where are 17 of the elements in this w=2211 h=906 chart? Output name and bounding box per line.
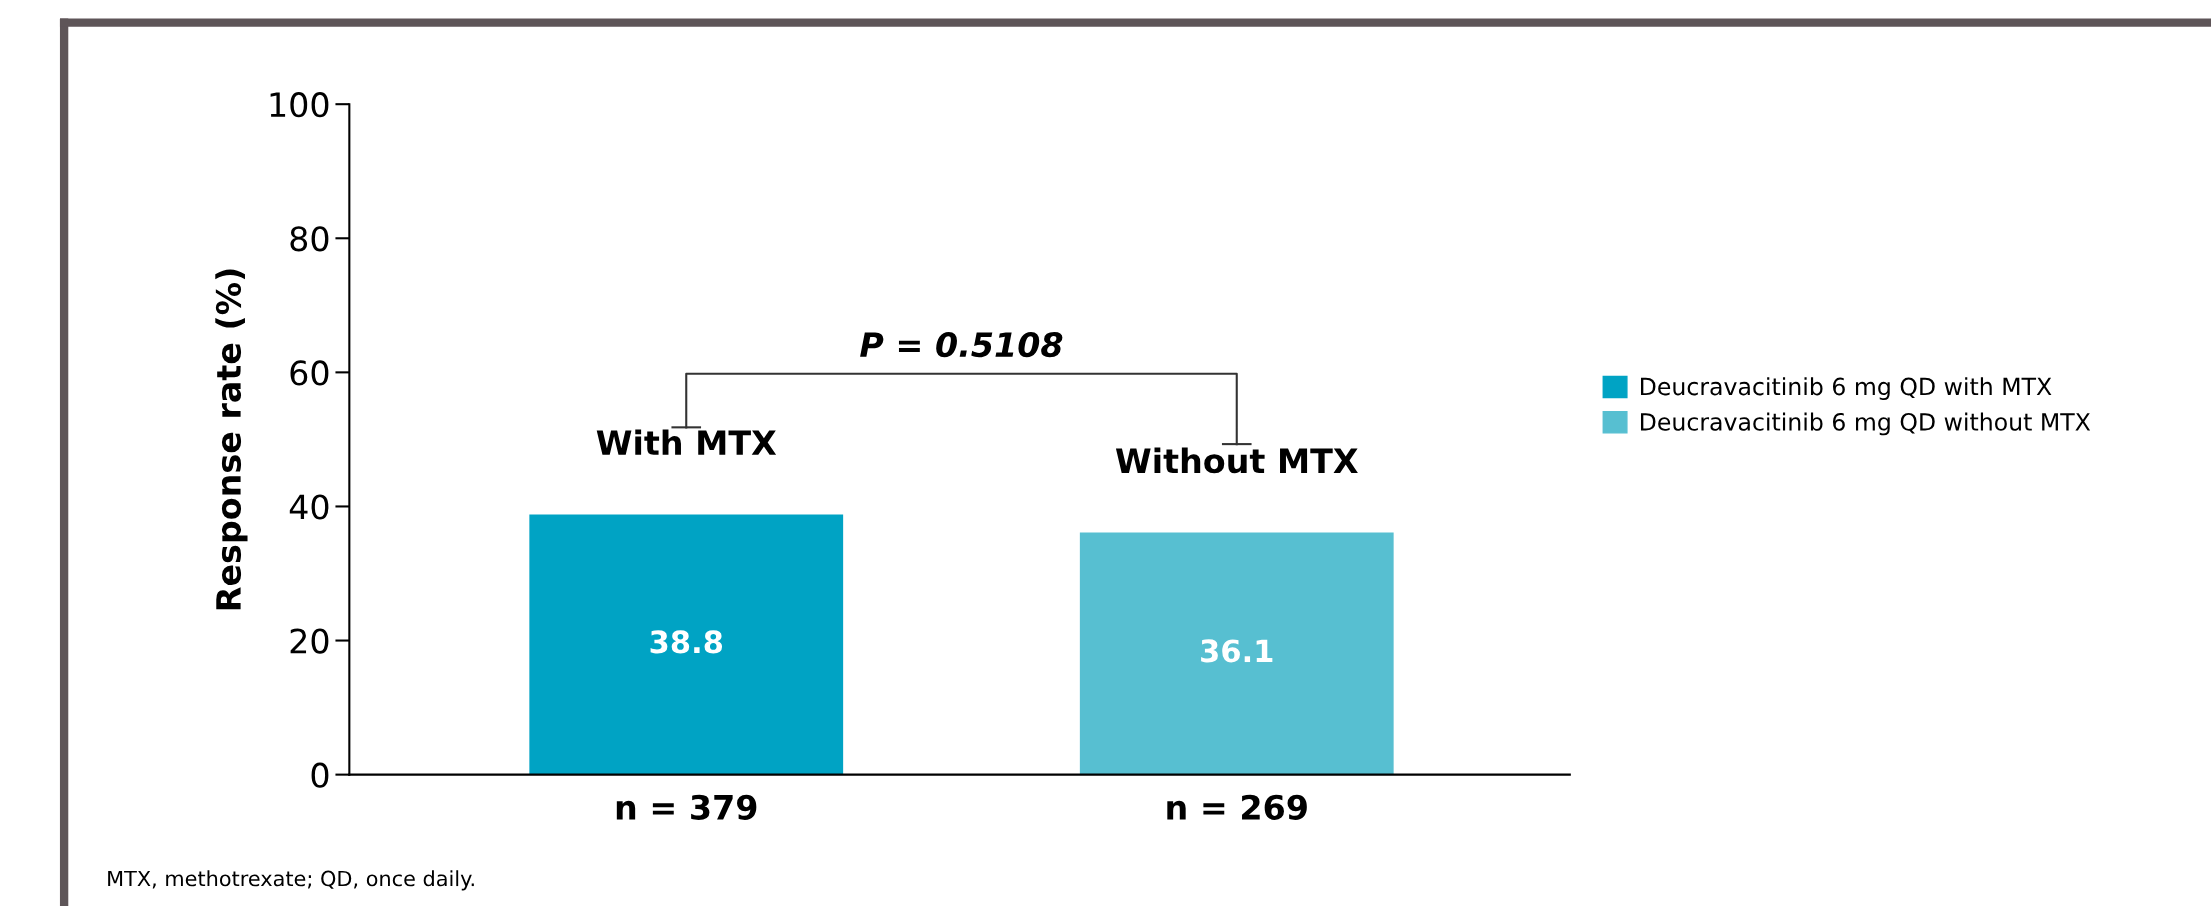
y-tick-label: 80: [290, 226, 329, 252]
data-label: 36.1: [1201, 639, 1273, 663]
y-tick-label: 0: [311, 762, 329, 788]
text: MTX, methotrexate; QD, once daily.: [108, 870, 474, 891]
annotation: With MTX: [596, 429, 777, 455]
legend-label: Deucravacitinib 6 mg QD without MTX: [1641, 412, 2091, 436]
y-tick-label: 20: [290, 628, 329, 654]
y-tick-label: 40: [289, 494, 329, 520]
y-tick-label: 100: [270, 92, 329, 118]
annotation: P = 0.5108: [860, 331, 1063, 358]
legend-label: Deucravacitinib 6 mg QD with MTX: [1641, 377, 2052, 400]
x-tick-label: n = 379: [616, 794, 757, 820]
data-label: 38.8: [650, 630, 723, 654]
y-tick-label: 60: [290, 360, 329, 386]
y-axis-title: Response rate (%): [215, 269, 248, 610]
annotation: Without MTX: [1115, 447, 1358, 474]
x-tick-label: n = 269: [1167, 794, 1307, 820]
